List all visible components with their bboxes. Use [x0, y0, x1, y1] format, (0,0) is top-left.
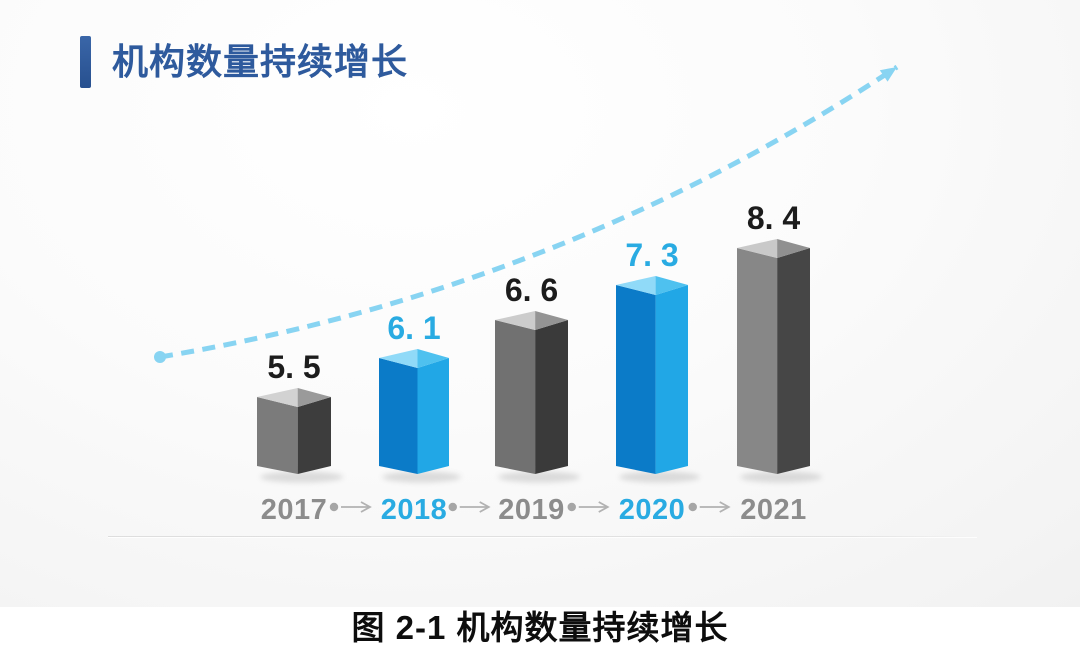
figure-caption: 图 2-1 机构数量持续增长	[351, 609, 729, 646]
bar-column-2020: 7. 3 2020	[616, 237, 700, 526]
bar-top-left	[379, 349, 418, 368]
bar-face-right	[777, 248, 810, 474]
bar-column-2021: 8. 4 2021	[737, 200, 823, 526]
bar-face-right	[535, 320, 568, 474]
x-axis-label-2017: 2017	[261, 494, 328, 526]
bar-top-right	[655, 276, 688, 295]
x-axis-label-2019: 2019	[498, 494, 565, 526]
bar-shadow	[619, 471, 700, 483]
trend-arrow-icon	[879, 67, 897, 82]
bar-column-2017: 5. 5 2017	[257, 349, 344, 526]
x-axis-label-2021: 2021	[740, 494, 807, 526]
chart-canvas: 5. 5 2017 6. 1 2018 6. 6 2019 7. 3 2020 8. 4 2021	[154, 64, 899, 526]
bar-top-left	[616, 276, 656, 295]
bar-face-left	[495, 320, 536, 474]
bar-value-label: 6. 1	[387, 310, 440, 346]
bar-top-right	[777, 239, 810, 258]
bar-value-label: 6. 6	[505, 272, 558, 308]
baseline-divider	[108, 536, 977, 537]
bar-shadow	[382, 471, 461, 483]
bar-shadow	[260, 471, 344, 483]
bar-top-right	[535, 311, 568, 330]
page-title: 机构数量持续增长	[112, 41, 409, 82]
bar-face-left	[257, 397, 298, 474]
bar-shadow	[498, 471, 581, 483]
title-accent-bar	[80, 36, 91, 88]
trend-start-dot	[154, 351, 166, 363]
bar-top-left	[737, 239, 778, 258]
bar-face-right	[655, 285, 688, 474]
axis-arrow-icon	[688, 501, 731, 513]
bar-value-label: 7. 3	[625, 237, 678, 273]
bar-column-2019: 6. 6 2019	[495, 272, 581, 526]
x-axis-label-2020: 2020	[619, 494, 686, 526]
bar-face-left	[737, 248, 778, 474]
bar-value-label: 5. 5	[267, 349, 320, 385]
bar-face-right	[417, 358, 449, 474]
axis-arrow-icon	[448, 501, 491, 513]
bar-face-left	[616, 285, 656, 474]
bar-face-left	[379, 358, 418, 474]
bar-top-left	[257, 388, 298, 407]
bar-value-label: 8. 4	[747, 200, 801, 236]
x-axis-label-2018: 2018	[381, 494, 448, 526]
bar-column-2018: 6. 1 2018	[379, 310, 461, 526]
trend-line	[159, 64, 899, 360]
bar-face-right	[297, 397, 331, 474]
axis-arrow-icon	[329, 501, 372, 513]
bar-top-left	[495, 311, 536, 330]
slide-background: 机构数量持续增长 5. 5 2017 6. 1 2018 6. 6 2019 7. 3 202…	[0, 0, 1080, 607]
title-block: 机构数量持续增长	[80, 36, 408, 88]
bar-top-right	[297, 388, 331, 407]
axis-arrow-icon	[567, 501, 610, 513]
caption-band: 图 2-1 机构数量持续增长	[0, 607, 1080, 657]
bar-top-right	[417, 349, 449, 368]
bar-shadow	[740, 471, 823, 483]
